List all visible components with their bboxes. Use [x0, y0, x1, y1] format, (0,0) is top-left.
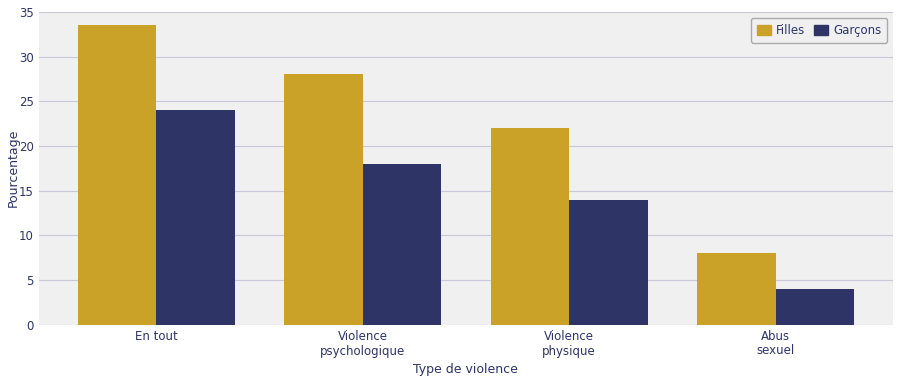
Bar — [284, 74, 363, 325]
Bar — [491, 128, 569, 325]
Legend: Filles, Garçons: Filles, Garçons — [751, 18, 887, 43]
Bar — [569, 200, 648, 325]
Bar — [698, 253, 776, 325]
Bar — [776, 289, 854, 325]
Bar — [156, 110, 235, 325]
Bar — [77, 25, 156, 325]
X-axis label: Type de violence: Type de violence — [413, 363, 518, 376]
Bar — [363, 164, 441, 325]
Y-axis label: Pourcentage: Pourcentage — [7, 129, 20, 208]
